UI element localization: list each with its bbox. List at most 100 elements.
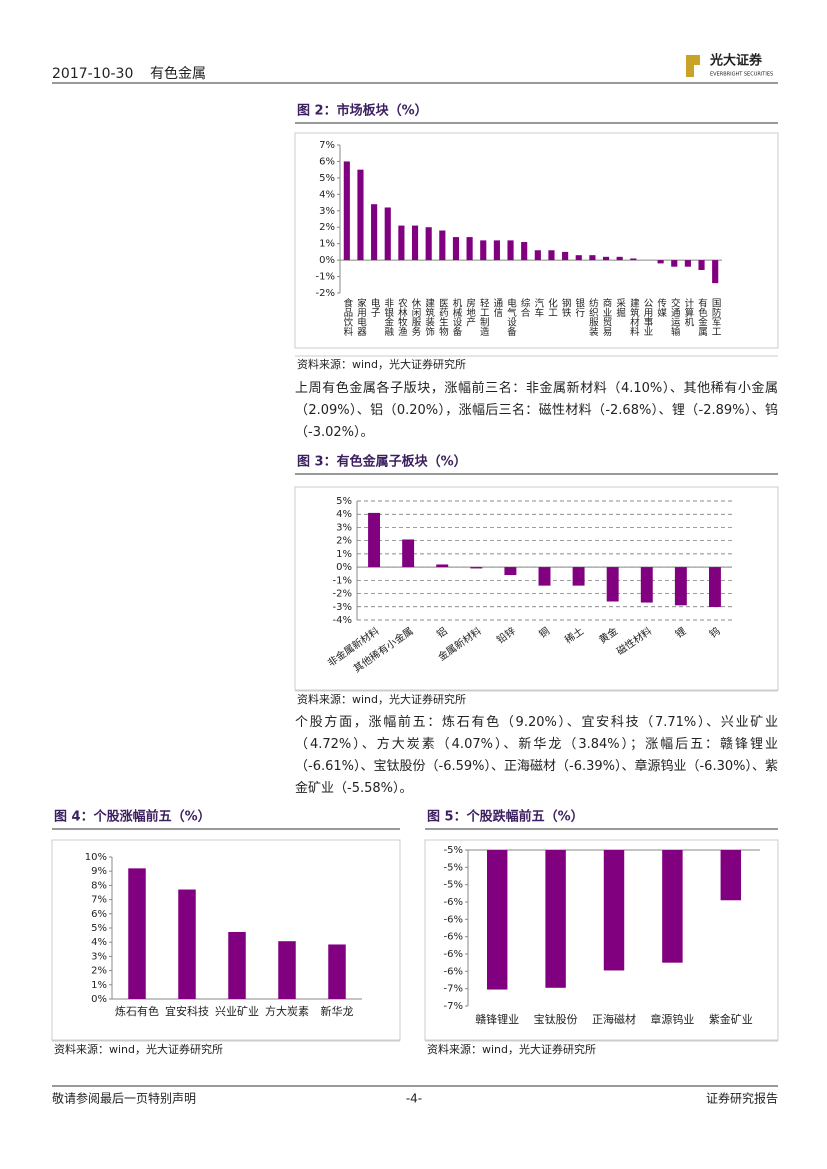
y-tick-label: 5% <box>319 173 335 184</box>
bar <box>402 539 415 568</box>
x-tick-label: 家用电器 <box>355 297 367 336</box>
bar <box>452 237 460 261</box>
footer-disclaimer: 敬请参阅最后一页特别声明 <box>52 1091 196 1106</box>
x-tick-label: 通信 <box>491 298 503 318</box>
y-tick-label: -6% <box>444 897 463 908</box>
bar <box>398 225 405 261</box>
bar <box>486 850 508 990</box>
x-tick-label: 建筑材料 <box>628 297 640 337</box>
figure-title: 图 4：个股涨幅前五（%） <box>54 809 211 825</box>
y-tick-label: -5% <box>444 862 463 873</box>
figure-source: 资料来源：wind，光大证券研究所 <box>54 1042 223 1056</box>
bar <box>575 255 582 261</box>
figure-source: 资料来源：wind，光大证券研究所 <box>427 1042 596 1056</box>
x-tick-label: 商业贸易 <box>601 297 613 337</box>
x-tick-label: 农林牧渔 <box>396 297 408 336</box>
x-tick-label: 房地产 <box>464 297 476 327</box>
bar <box>616 256 623 261</box>
x-tick-label: 锂 <box>673 625 688 641</box>
x-tick-label: 轻工制造 <box>478 297 490 337</box>
y-tick-label: 6% <box>319 156 335 167</box>
y-tick-label: -3% <box>333 602 352 613</box>
x-tick-label: 综合 <box>519 297 531 318</box>
bar <box>228 931 246 999</box>
x-tick-label: 纺织服装 <box>587 297 599 337</box>
figure-title: 图 5：个股跌幅前五（%） <box>427 809 584 825</box>
x-tick-label: 铜 <box>537 625 552 641</box>
bar <box>708 567 721 608</box>
x-tick-label: 钨 <box>707 624 723 640</box>
x-tick-label: 汽车 <box>532 297 544 318</box>
bar <box>602 256 610 261</box>
bar <box>538 567 551 586</box>
y-tick-label: 9% <box>91 866 107 877</box>
x-tick-label: 宝钛股份 <box>534 1012 578 1026</box>
chart-frame <box>424 839 779 1041</box>
figure-title: 图 3：有色金属子板块（%） <box>297 454 467 470</box>
bar <box>712 260 719 284</box>
x-tick-label: 国防军工 <box>710 298 722 336</box>
bar <box>521 242 528 261</box>
bar <box>371 204 378 261</box>
bar <box>411 225 419 261</box>
y-tick-label: 0% <box>319 255 335 266</box>
y-tick-label: 0% <box>91 994 107 1005</box>
y-tick-label: 6% <box>91 909 107 920</box>
x-tick-label: 交通运输 <box>669 297 681 337</box>
bar <box>671 260 678 267</box>
x-tick-label: 机械设备 <box>450 297 462 337</box>
figure-title: 图 2：市场板块（%） <box>297 103 428 119</box>
y-tick-label: -6% <box>444 932 463 943</box>
bar <box>278 941 296 999</box>
y-tick-label: 7% <box>319 140 335 151</box>
bar <box>720 850 742 901</box>
y-tick-label: -1% <box>333 575 352 586</box>
y-tick-label: 7% <box>91 895 107 906</box>
bar <box>439 230 446 261</box>
x-tick-label: 计算机 <box>682 297 694 327</box>
x-tick-label: 公用事业 <box>641 298 653 336</box>
footer-page: -4- <box>406 1092 422 1106</box>
bar <box>328 944 346 999</box>
logo-mark <box>686 55 700 77</box>
y-tick-label: -2% <box>333 589 352 600</box>
footer-report-type: 证券研究报告 <box>706 1091 778 1106</box>
logo-cn: 光大证券 <box>709 53 763 69</box>
y-tick-label: -2% <box>316 288 335 299</box>
y-tick-label: -7% <box>444 984 463 995</box>
bar <box>662 850 683 963</box>
x-tick-label: 传媒 <box>655 297 667 318</box>
bar <box>504 567 517 576</box>
y-tick-label: 5% <box>336 496 352 507</box>
bar <box>534 250 541 261</box>
y-tick-label: 3% <box>319 206 335 217</box>
x-tick-label: 兴业矿业 <box>215 1005 259 1018</box>
y-tick-label: 2% <box>336 536 352 547</box>
bar <box>572 567 585 586</box>
x-tick-label: 食品饮料 <box>341 297 353 337</box>
bar <box>178 889 196 999</box>
x-tick-label: 宜安科技 <box>165 1004 209 1018</box>
y-tick-label: -6% <box>444 949 463 960</box>
y-tick-label: 4% <box>336 509 352 520</box>
bar <box>470 567 483 569</box>
x-tick-label: 银行 <box>573 297 585 318</box>
bar <box>640 567 653 603</box>
bar <box>674 567 687 606</box>
y-tick-label: 3% <box>336 522 352 533</box>
bar <box>480 240 487 261</box>
figure-source: 资料来源：wind，光大证券研究所 <box>297 692 466 706</box>
x-tick-label: 章源钨业 <box>650 1012 694 1026</box>
bar <box>436 564 449 568</box>
y-tick-label: 1% <box>319 239 335 250</box>
x-tick-label: 电气设备 <box>505 297 517 337</box>
y-tick-label: 0% <box>336 562 352 573</box>
y-tick-label: 2% <box>319 222 335 233</box>
x-tick-label: 建筑装饰 <box>423 297 435 337</box>
y-tick-label: -7% <box>444 1001 463 1012</box>
x-tick-label: 休闲服务 <box>410 297 422 337</box>
paragraph: 上周有色金属各子版块，涨幅前三名：非金属新材料（4.10%）、其他稀有小金属（2… <box>295 381 778 440</box>
x-tick-label: 有色金属 <box>696 297 708 337</box>
x-tick-label: 铅锌 <box>494 624 518 646</box>
